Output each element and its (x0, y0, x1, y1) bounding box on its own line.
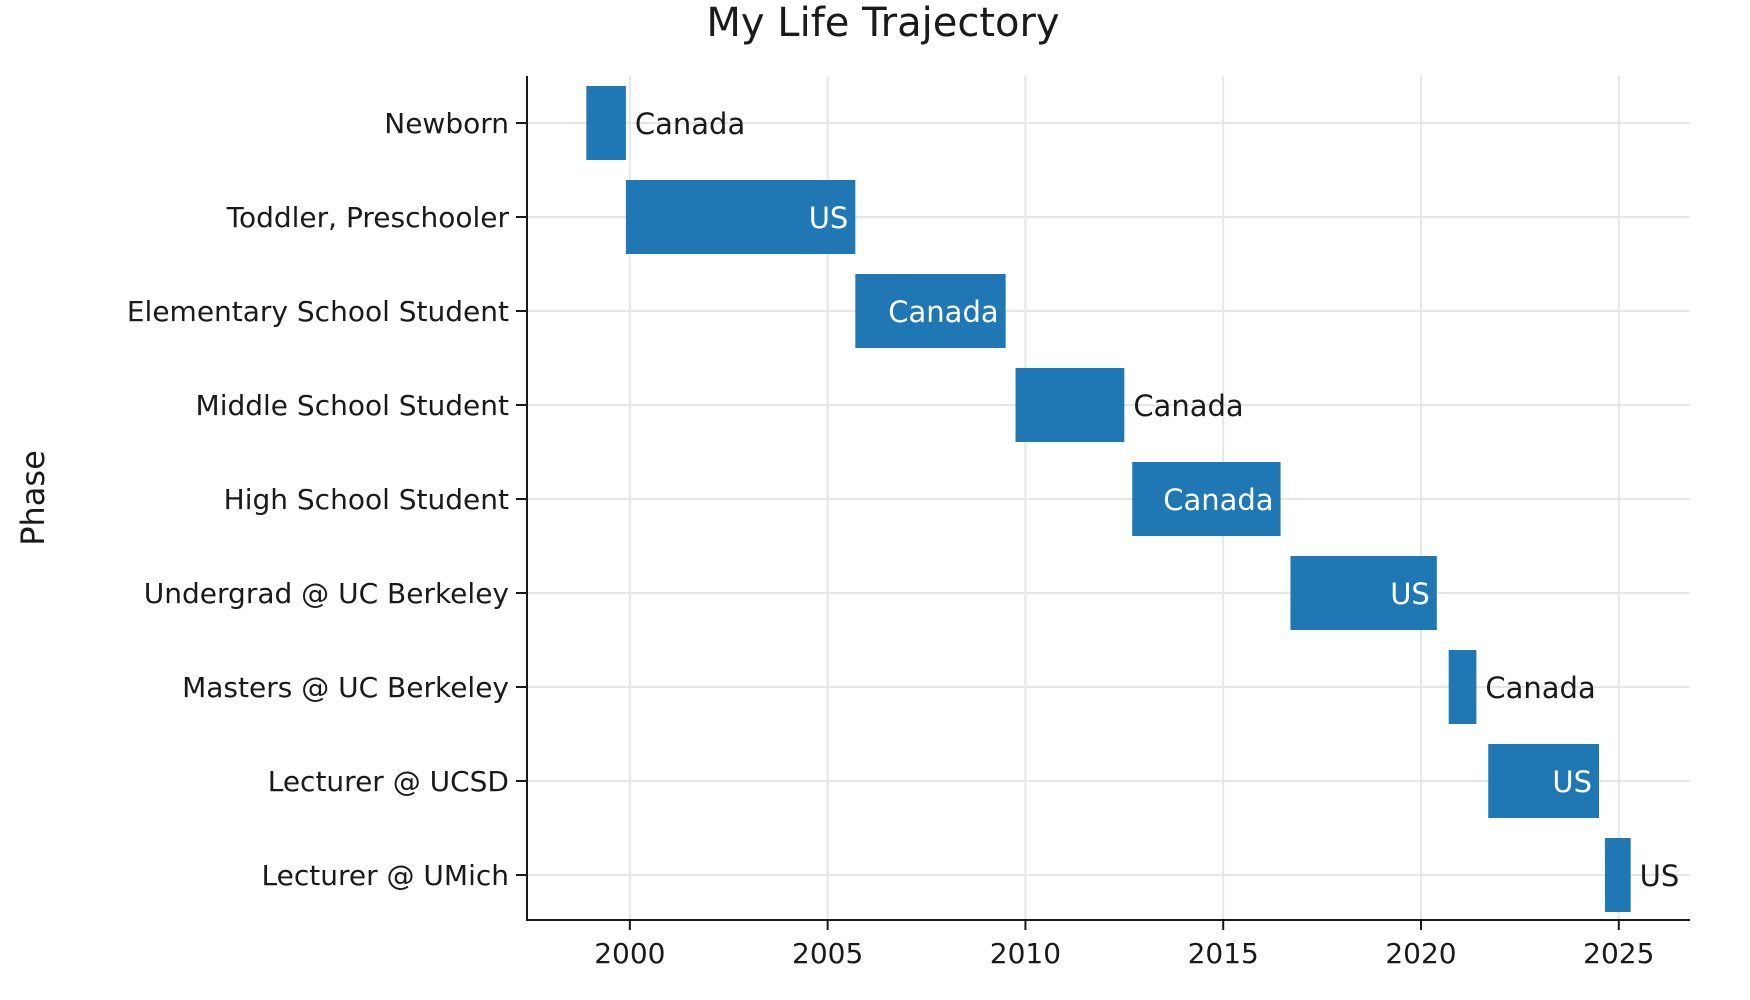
x-tick-label: 2015 (1188, 937, 1259, 970)
bar (1132, 462, 1281, 536)
y-tick-label: Toddler, Preschooler (226, 201, 510, 234)
bar (1604, 838, 1631, 912)
bar (855, 274, 1006, 348)
x-tick-label: 2010 (990, 937, 1061, 970)
bar (1015, 368, 1125, 442)
bar-label: Canada (1163, 483, 1273, 517)
bar (586, 86, 626, 160)
bar-label: Canada (635, 107, 745, 141)
bar-label: US (1390, 577, 1430, 611)
bar-label: Canada (1133, 389, 1243, 423)
bar-label: Canada (1485, 671, 1595, 705)
y-tick-label: High School Student (224, 483, 509, 516)
bar (1448, 650, 1477, 724)
y-tick-label: Undergrad @ UC Berkeley (144, 577, 509, 610)
bar-label: US (809, 201, 849, 235)
bar-label: US (1552, 765, 1592, 799)
x-tick-label: 2005 (792, 937, 863, 970)
chart-title: My Life Trajectory (706, 0, 1059, 46)
y-tick-label: Lecturer @ UCSD (268, 765, 509, 798)
y-axis-title: Phase (14, 450, 52, 546)
x-tick-label: 2020 (1385, 937, 1456, 970)
y-tick-label: Elementary School Student (127, 295, 509, 328)
x-tick-label: 2025 (1583, 937, 1654, 970)
axes: 2000 2005 2010 2015 2020 2025 Newborn Toddler, … (127, 76, 1690, 970)
bar (1488, 744, 1600, 818)
x-tick-label: 2000 (594, 937, 665, 970)
y-tick-label: Lecturer @ UMich (262, 859, 509, 892)
y-tick-label: Masters @ UC Berkeley (182, 671, 509, 704)
y-tick-label: Newborn (384, 107, 509, 140)
bar-label: Canada (888, 295, 998, 329)
bar-label: US (1640, 859, 1680, 893)
bars: Canada US Canada Canada Canada US Canada US US (586, 86, 1679, 912)
bar (625, 180, 856, 254)
bar (1290, 556, 1437, 630)
y-tick-label: Middle School Student (196, 389, 509, 422)
